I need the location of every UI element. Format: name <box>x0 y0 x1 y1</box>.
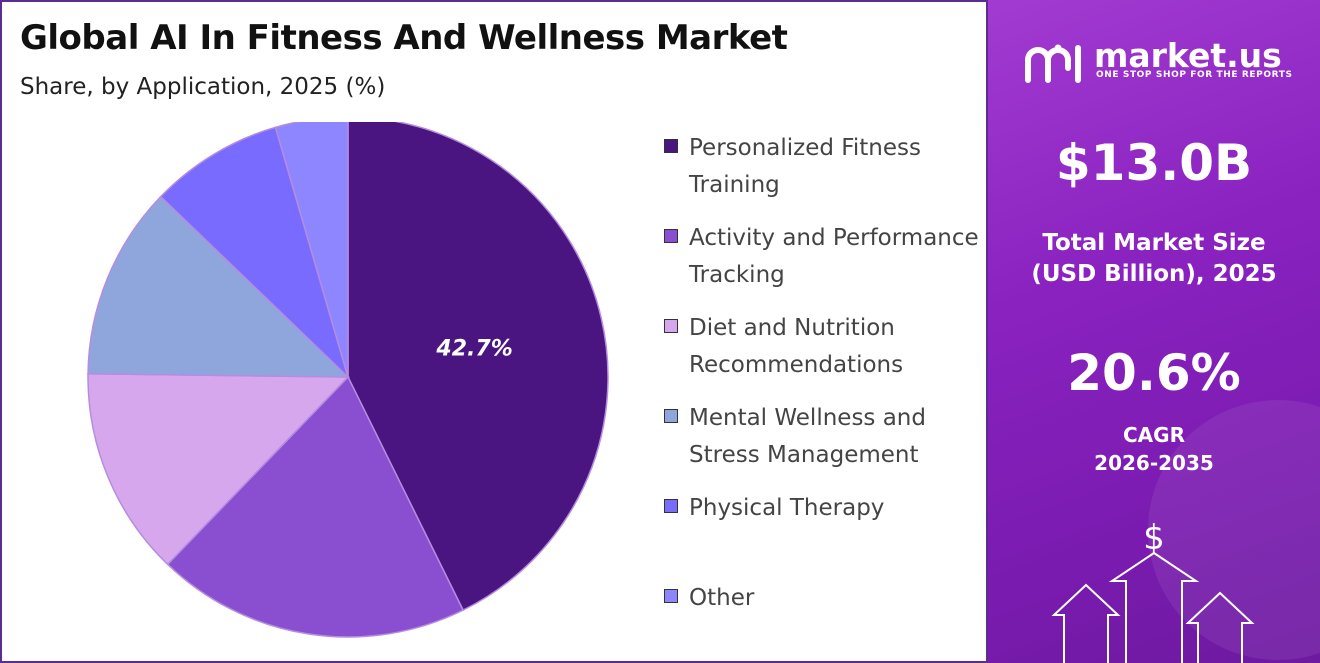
pie-slice <box>87 372 350 566</box>
brand-logo: market.us ONE STOP SHOP FOR THE REPORTS <box>1022 36 1302 88</box>
pie-slice <box>159 126 350 380</box>
dollar-sign-icon: $ <box>1143 518 1165 558</box>
legend-label: Physical Therapy <box>689 495 885 521</box>
pie-slice <box>87 195 350 378</box>
market-size-label-line2: (USD Billion), 2025 <box>1031 261 1277 287</box>
legend-swatch <box>664 589 678 603</box>
pie-data-label: 42.7% <box>435 336 512 361</box>
brand-name: market.us <box>1094 36 1282 75</box>
legend-label: Personalized Fitness Training <box>689 135 921 198</box>
summary-panel: market.us ONE STOP SHOP FOR THE REPORTS … <box>988 0 1320 663</box>
chart-subtitle: Share, by Application, 2025 (%) <box>20 74 386 100</box>
legend-swatch <box>664 139 678 153</box>
cagr-value: 20.6% <box>1067 344 1241 402</box>
market-size-label-line1: Total Market Size <box>1042 230 1266 256</box>
market-us-logo-icon <box>1025 44 1081 83</box>
legend-label: Other <box>689 585 755 611</box>
legend-swatch <box>664 499 678 513</box>
chart-title: Global AI In Fitness And Wellness Market <box>20 18 788 58</box>
pie-slice <box>166 375 465 638</box>
cagr-period: 2026-2035 <box>1094 451 1214 475</box>
legend-swatch <box>664 229 678 243</box>
legend-label: Activity and Performance Tracking <box>689 225 979 288</box>
pie-chart: 42.7% <box>87 122 609 638</box>
legend-swatch <box>664 319 678 333</box>
legend-swatch <box>664 409 678 423</box>
brand-tagline: ONE STOP SHOP FOR THE REPORTS <box>1096 70 1293 80</box>
legend-label: Mental Wellness and Stress Management <box>689 405 926 468</box>
chart-panel: Global AI In Fitness And Wellness Market… <box>0 0 988 663</box>
cagr-label: CAGR <box>1123 423 1185 447</box>
pie-slice <box>274 122 349 378</box>
market-size-value: $13.0B <box>1055 134 1253 192</box>
pie-slice <box>347 122 609 612</box>
growth-arrows-icon: $ <box>1051 518 1255 663</box>
legend-label: Diet and Nutrition Recommendations <box>689 315 904 378</box>
